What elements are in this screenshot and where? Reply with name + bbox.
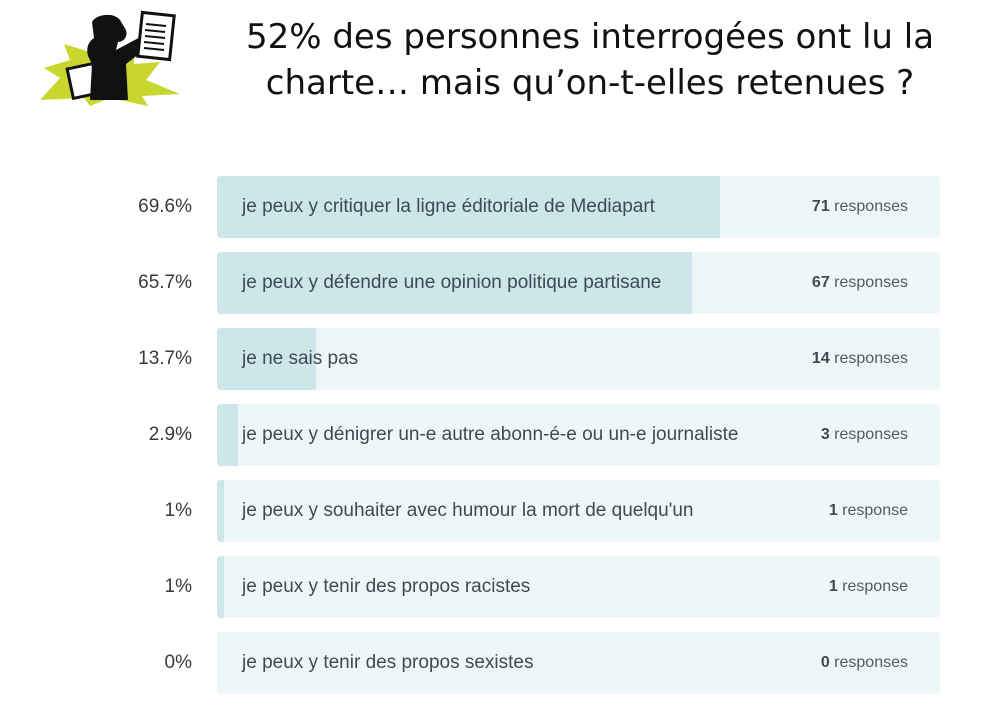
percent-label: 0% xyxy=(164,652,192,673)
percent-label: 13.7% xyxy=(138,348,192,369)
option-label: je ne sais pas xyxy=(242,348,359,369)
page-title: 52% des personnes interrogées ont lu la … xyxy=(200,14,980,106)
response-count-number: 67 xyxy=(811,274,830,291)
bar-track: je peux y défendre une opinion politique… xyxy=(217,252,940,314)
response-count-unit: responses xyxy=(834,198,908,215)
response-count: 3 responses xyxy=(821,404,908,466)
response-count-unit: responses xyxy=(834,350,908,367)
result-row: 0% je peux y tenir des propos sexistes 0 r… xyxy=(0,632,1000,694)
newspaper-crier-logo xyxy=(30,8,195,106)
percent-label: 65.7% xyxy=(138,272,192,293)
bar-track: je peux y tenir des propos sexistes 0 res… xyxy=(217,632,940,694)
response-count: 0 responses xyxy=(821,632,908,694)
bar-track: je peux y tenir des propos racistes 1 res… xyxy=(217,556,940,618)
response-count: 67 responses xyxy=(812,252,908,314)
response-count-unit: responses xyxy=(834,654,908,671)
result-row: 69.6% je peux y critiquer la ligne éditor… xyxy=(0,176,1000,238)
percent-label: 1% xyxy=(164,500,192,521)
response-count: 14 responses xyxy=(812,328,908,390)
bar-track: je peux y souhaiter avec humour la mort … xyxy=(217,480,940,542)
option-label: je peux y souhaiter avec humour la mort … xyxy=(242,500,694,521)
response-count: 71 responses xyxy=(812,176,908,238)
result-row: 13.7% je ne sais pas 14 responses xyxy=(0,328,1000,390)
response-count-number: 71 xyxy=(811,198,830,215)
bar-fill xyxy=(217,176,720,238)
response-count-unit: response xyxy=(842,502,908,519)
bar-fill xyxy=(217,556,224,618)
result-row: 2.9% je peux y dénigrer un-e autre abonn-… xyxy=(0,404,1000,466)
logo-figure xyxy=(87,14,152,100)
option-label: je peux y tenir des propos sexistes xyxy=(242,652,534,673)
logo-newspaper-right xyxy=(136,10,176,62)
result-row: 65.7% je peux y défendre une opinion poli… xyxy=(0,252,1000,314)
bar-track: je peux y dénigrer un-e autre abonn-é-e … xyxy=(217,404,940,466)
percent-label: 1% xyxy=(164,576,192,597)
bar-track: je peux y critiquer la ligne éditoriale … xyxy=(217,176,940,238)
response-count-number: 1 xyxy=(828,502,838,519)
bar-fill xyxy=(217,328,316,390)
bar-fill xyxy=(217,252,692,314)
percent-label: 2.9% xyxy=(148,424,192,445)
response-count: 1 response xyxy=(829,480,908,542)
response-count-number: 3 xyxy=(820,426,830,443)
percent-label: 69.6% xyxy=(138,196,192,217)
option-label: je peux y dénigrer un-e autre abonn-é-e … xyxy=(242,424,739,445)
option-label: je peux y défendre une opinion politique… xyxy=(242,272,662,293)
response-count-unit: response xyxy=(842,578,908,595)
page-title-line-1: 52% des personnes interrogées ont lu la xyxy=(245,17,935,57)
response-count: 1 response xyxy=(829,556,908,618)
result-row: 1% je peux y souhaiter avec humour la mor… xyxy=(0,480,1000,542)
bar-track: je ne sais pas 14 responses xyxy=(217,328,940,390)
bar-fill xyxy=(217,480,224,542)
response-count-unit: responses xyxy=(834,426,908,443)
response-count-number: 14 xyxy=(811,350,830,367)
page-title-line-2: charte… mais qu’on-t-elles retenues ? xyxy=(265,63,915,103)
bar-fill xyxy=(217,404,238,466)
response-count-number: 1 xyxy=(828,578,838,595)
option-label: je peux y critiquer la ligne éditoriale … xyxy=(242,196,655,217)
response-count-unit: responses xyxy=(834,274,908,291)
response-count-number: 0 xyxy=(820,654,830,671)
result-row: 1% je peux y tenir des propos racistes 1 r… xyxy=(0,556,1000,618)
option-label: je peux y tenir des propos racistes xyxy=(242,576,531,597)
